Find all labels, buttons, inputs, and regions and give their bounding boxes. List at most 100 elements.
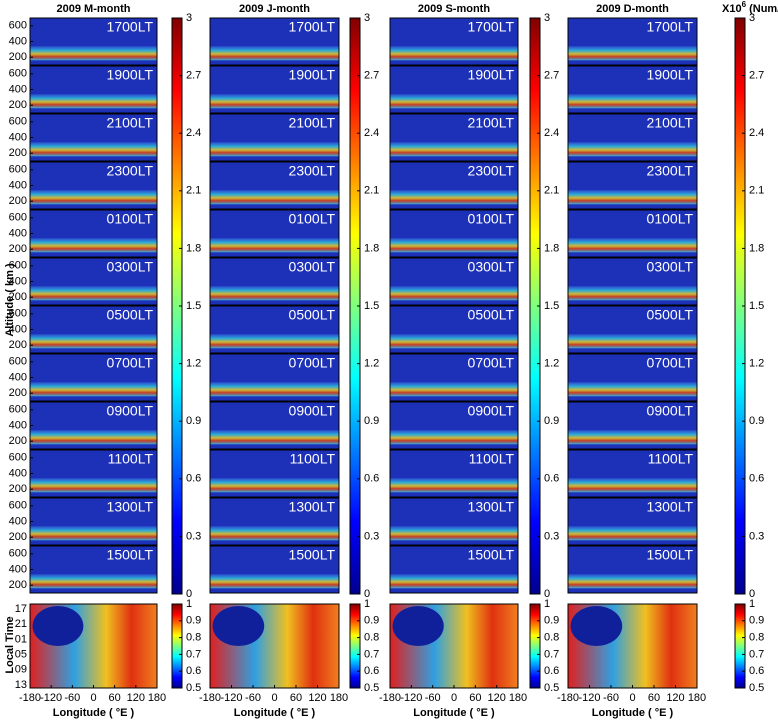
frame [209,305,340,354]
row-label: 0500LT [289,307,336,323]
frame [209,449,340,498]
row-label: 0500LT [647,307,694,323]
frame [209,17,340,66]
frame [389,497,519,546]
x-tick-label: 180 [330,692,348,704]
y-tick-label: 400 [9,419,27,431]
frame [567,449,698,498]
colorbar-tick-label: 1.5 [186,300,201,312]
colorbar-tick-label: 1.8 [364,242,379,254]
colorbar-tick-label: 3 [544,12,550,24]
lower-y-tick-label: 09 [15,664,27,676]
row-label: 1300LT [289,499,336,515]
y-tick-label: 200 [9,291,27,303]
heatmap-band [568,334,697,349]
row-label: 1700LT [107,19,154,35]
frame [567,17,698,66]
colorbar-tick-label: 1.8 [749,242,764,254]
y-tick-label: 200 [9,339,27,351]
x-tick-label: -180 [379,692,401,704]
lower-blob [570,606,623,646]
row-label: 1900LT [289,67,336,83]
y-tick-label: 200 [9,483,27,495]
heatmap-band [210,478,339,493]
heatmap-band [390,94,518,109]
lower-y-tick-label: 17 [15,603,27,615]
unit-text: (Num/cm [746,3,778,15]
colorbar-tick-label: 2.7 [186,70,201,82]
y-tick-label: 600 [9,404,27,416]
colorbar-tick-label: 2.4 [186,127,201,139]
colorbar-tick-label: 1.5 [544,300,559,312]
frame [567,401,698,450]
y-tick-label: 600 [9,356,27,368]
row-label: 1700LT [468,19,515,35]
frame [567,209,698,258]
heatmap-band [390,238,518,253]
heatmap-band [568,46,697,61]
y-tick-label: 600 [9,212,27,224]
row-label: 0300LT [289,259,336,275]
panel-title: 2009 M-month [57,3,131,15]
y-tick-label: 200 [9,99,27,111]
lower-colorbar [349,603,361,689]
frame [389,401,519,450]
y-tick-label: 400 [9,227,27,239]
colorbar-tick-label: 0.3 [186,530,201,542]
heatmap-band [568,526,697,541]
colorbar-tick-label: 3 [186,12,192,24]
colorbar-tick-label: 2.4 [544,127,559,139]
frame [209,497,340,546]
x-tick-label: -180 [199,692,221,704]
lower-y-tick-label: 21 [15,618,27,630]
row-label: 1700LT [289,19,336,35]
x-tick-label: 180 [688,692,706,704]
colorbar-tick-label: 0 [749,588,755,600]
row-label: 1500LT [107,547,154,563]
colorbar-tick-label: 0 [544,588,550,600]
heatmap-band [568,478,697,493]
x-tick-label: 180 [148,692,166,704]
y-tick-label: 400 [9,35,27,47]
row-label: 1300LT [647,499,694,515]
lower-colorbar-tick-label: 1 [749,598,755,610]
frame [389,65,519,114]
heatmap-band [210,46,339,61]
frame [209,401,340,450]
colorbar-tick-label: 2.4 [749,127,764,139]
x-axis-label: Longitude ( °E ) [592,707,674,719]
heatmap-band [390,46,518,61]
frame [567,65,698,114]
x-axis-label: Longitude ( °E ) [234,707,316,719]
heatmap-band [30,238,157,253]
heatmap-band [390,478,518,493]
x-tick-label: -180 [557,692,579,704]
heatmap-band [568,382,697,397]
frame [209,209,340,258]
heatmap-band [390,526,518,541]
heatmap-band [568,574,697,589]
heatmap-band [30,430,157,445]
colorbar-tick-label: 0.3 [364,530,379,542]
lower-colorbar-tick-label: 0.5 [749,682,764,694]
heatmap-band [30,334,157,349]
lower-y-tick-label: 05 [15,649,27,661]
row-label: 1700LT [647,19,694,35]
row-label: 2300LT [468,163,515,179]
y-tick-label: 600 [9,308,27,320]
unit-base: X10 [722,3,742,15]
heatmap-band [390,190,518,205]
heatmap-band [30,286,157,301]
colorbar-tick-label: 2.1 [749,185,764,197]
heatmap-band [390,142,518,157]
panel-title: 2009 D-month [596,3,669,15]
row-label: 0100LT [647,211,694,227]
lower-colorbar-tick-label: 0.7 [186,648,201,660]
lower-colorbar-tick-label: 0.7 [749,648,764,660]
lower-blob [32,606,84,646]
lower-colorbar-tick-label: 1 [544,598,550,610]
colorbar-tick-label: 1.2 [186,358,201,370]
y-tick-label: 600 [9,260,27,272]
heatmap-band [30,46,157,61]
y-tick-label: 400 [9,515,27,527]
